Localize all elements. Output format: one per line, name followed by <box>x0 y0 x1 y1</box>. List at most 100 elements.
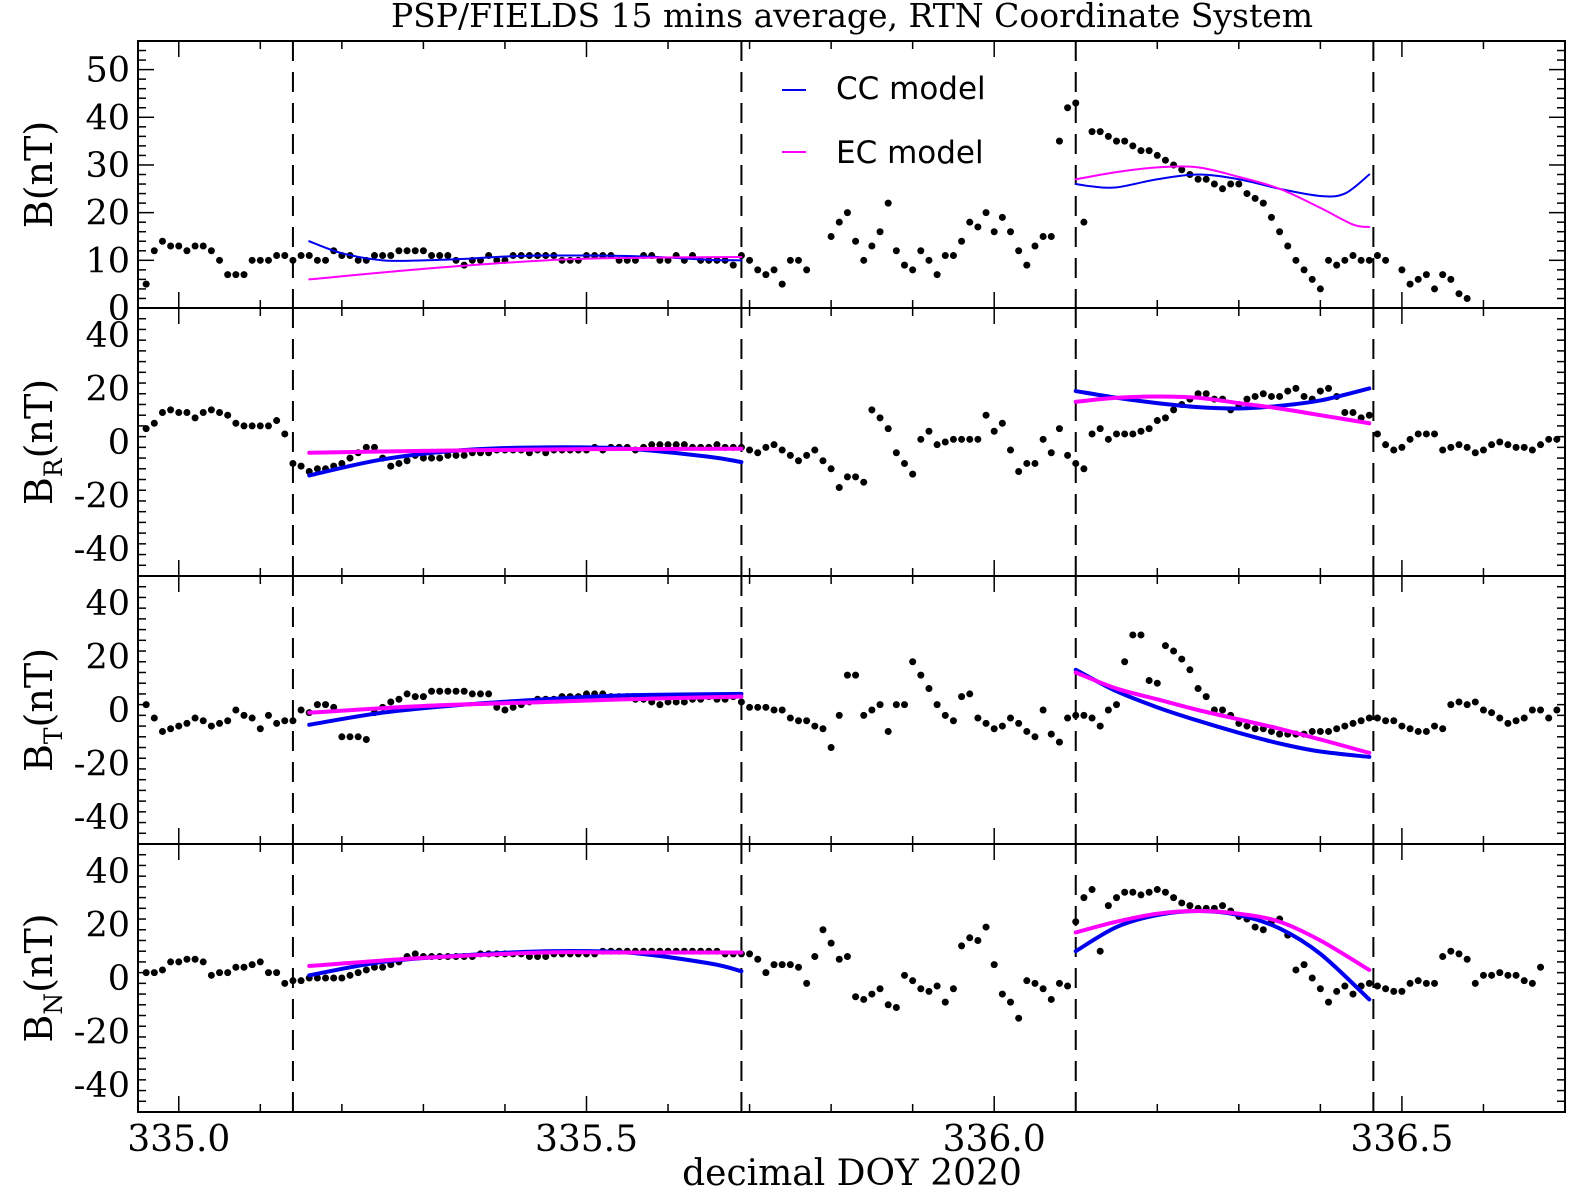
data-point <box>1129 430 1137 438</box>
data-point <box>1031 733 1039 741</box>
data-point <box>1088 714 1096 722</box>
data-point <box>289 256 297 264</box>
data-point <box>150 247 158 255</box>
data-point <box>1463 294 1471 302</box>
legend-cc-label: CC model <box>836 71 986 107</box>
data-point <box>982 209 990 217</box>
data-point <box>370 252 378 260</box>
data-point <box>1023 727 1031 735</box>
data-point <box>1373 430 1381 438</box>
data-point <box>338 733 346 741</box>
data-point <box>436 687 444 695</box>
data-point <box>1333 261 1341 269</box>
data-point <box>224 969 232 977</box>
data-point <box>1104 902 1112 910</box>
data-point <box>256 725 264 733</box>
y-tick-label: 50 <box>85 51 130 91</box>
data-point <box>1129 142 1137 150</box>
data-point <box>664 441 672 449</box>
data-point <box>436 252 444 260</box>
data-point <box>1202 175 1210 183</box>
data-point <box>1153 679 1161 687</box>
data-point <box>843 473 851 481</box>
data-point <box>256 256 264 264</box>
data-point <box>297 706 305 714</box>
data-point <box>370 963 378 971</box>
data-point <box>1406 725 1414 733</box>
data-point <box>444 451 452 459</box>
data-point <box>256 422 264 430</box>
data-point <box>428 687 436 695</box>
data-point <box>990 427 998 435</box>
data-point <box>982 923 990 931</box>
data-point <box>216 256 224 264</box>
data-point <box>289 459 297 467</box>
y-axis-label: B(nT) <box>17 121 61 228</box>
data-point <box>860 711 868 719</box>
data-point <box>1064 104 1072 112</box>
data-point <box>1382 985 1390 993</box>
data-point <box>1161 414 1169 422</box>
data-point <box>452 451 460 459</box>
data-point <box>1300 961 1308 969</box>
data-point <box>1414 727 1422 735</box>
data-point <box>1504 719 1512 727</box>
data-point <box>933 271 941 279</box>
data-point <box>1496 714 1504 722</box>
data-point <box>167 406 175 414</box>
data-point <box>1121 658 1129 666</box>
x-tick-label: 336.0 <box>943 1119 1046 1160</box>
data-point <box>1194 175 1202 183</box>
data-point <box>158 237 166 245</box>
data-point <box>794 256 802 264</box>
data-point <box>1455 698 1463 706</box>
data-point <box>207 722 215 730</box>
data-point <box>1472 0 1479 4</box>
data-point <box>884 727 892 735</box>
data-point <box>1463 955 1471 963</box>
data-point <box>1439 953 1447 961</box>
data-point <box>1341 409 1349 417</box>
data-point <box>1064 451 1072 459</box>
data-point <box>1243 722 1251 730</box>
data-point <box>1365 714 1373 722</box>
panel-frame-3 <box>137 843 1566 1113</box>
ec-model-curve <box>1073 394 1372 426</box>
data-point <box>542 953 550 961</box>
data-point <box>1553 0 1560 4</box>
data-point <box>901 971 909 979</box>
data-point <box>868 990 876 998</box>
data-point <box>1047 232 1055 240</box>
data-point <box>1284 387 1292 395</box>
data-point <box>1113 137 1121 145</box>
data-point <box>338 459 346 467</box>
data-point <box>876 985 884 993</box>
data-point <box>982 411 990 419</box>
data-point <box>1186 902 1194 910</box>
data-point <box>362 443 370 451</box>
y-tick-label: -40 <box>74 1066 130 1106</box>
data-point <box>273 417 281 425</box>
data-point <box>876 414 884 422</box>
data-point <box>175 409 183 417</box>
data-point <box>1422 271 1430 279</box>
data-point <box>1528 706 1536 714</box>
data-point <box>827 232 835 240</box>
data-point <box>680 441 688 449</box>
data-point <box>713 441 721 449</box>
data-point <box>1047 449 1055 457</box>
data-point <box>901 701 909 709</box>
data-point <box>240 711 248 719</box>
data-point <box>1235 180 1243 188</box>
data-point <box>1055 738 1063 746</box>
data-point <box>852 237 860 245</box>
data-point <box>1422 727 1430 735</box>
data-point <box>892 247 900 255</box>
data-point <box>917 671 925 679</box>
data-point <box>868 706 876 714</box>
y-tick-label: 0 <box>108 959 130 999</box>
data-point <box>1251 923 1259 931</box>
data-point <box>1488 441 1496 449</box>
data-point <box>1023 261 1031 269</box>
data-point <box>403 457 411 465</box>
